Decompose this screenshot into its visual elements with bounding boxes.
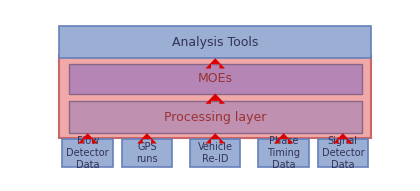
Polygon shape [274, 133, 294, 143]
Polygon shape [333, 133, 353, 143]
FancyBboxPatch shape [190, 139, 241, 167]
FancyBboxPatch shape [69, 101, 362, 133]
Text: Analysis Tools: Analysis Tools [172, 36, 258, 49]
Text: Flow
Detector
Data: Flow Detector Data [66, 137, 109, 170]
Polygon shape [78, 133, 97, 143]
Polygon shape [205, 58, 225, 69]
Text: Processing layer: Processing layer [164, 111, 266, 124]
FancyBboxPatch shape [69, 64, 362, 94]
FancyBboxPatch shape [318, 139, 368, 167]
FancyBboxPatch shape [122, 139, 172, 167]
Text: Signal
Detector
Data: Signal Detector Data [322, 137, 364, 170]
Polygon shape [205, 94, 225, 104]
Text: GPS
runs: GPS runs [136, 142, 158, 164]
Text: MOEs: MOEs [198, 72, 233, 85]
FancyBboxPatch shape [63, 139, 113, 167]
Text: Phase
Timing
Data: Phase Timing Data [267, 137, 300, 170]
Text: Vehicle
Re-ID: Vehicle Re-ID [198, 142, 233, 164]
Polygon shape [137, 133, 157, 143]
FancyBboxPatch shape [258, 139, 309, 167]
FancyBboxPatch shape [59, 26, 372, 58]
Polygon shape [205, 133, 225, 143]
FancyBboxPatch shape [59, 55, 372, 138]
